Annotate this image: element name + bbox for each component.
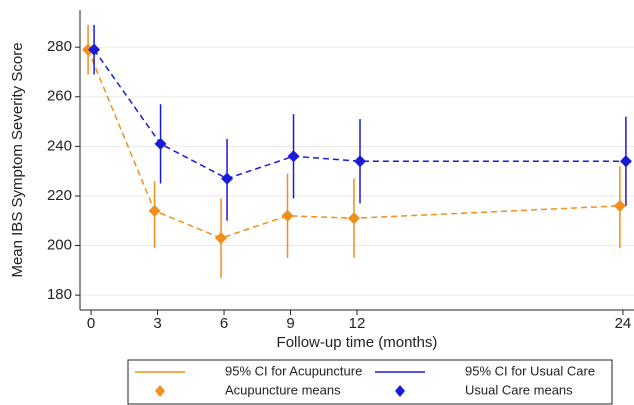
legend-label: Acupuncture means	[225, 382, 341, 397]
legend: 95% CI for Acupuncture Acupuncture means 9…	[127, 359, 613, 405]
mean-marker	[215, 232, 228, 245]
legend-box	[127, 359, 613, 405]
mean-marker	[154, 137, 167, 150]
legend-label: 95% CI for Usual Care	[465, 363, 595, 378]
y-tick-label: 200	[47, 237, 72, 254]
y-tick-label: 260	[47, 88, 72, 105]
x-tick-label: 9	[286, 315, 294, 332]
mean-line	[93, 49, 626, 180]
mean-marker	[354, 155, 366, 168]
legend-swatch	[155, 385, 165, 397]
mean-marker	[613, 199, 626, 212]
y-tick-label: 280	[47, 38, 72, 55]
legend-label: Usual Care means	[465, 382, 573, 397]
y-tick-label: 180	[47, 286, 72, 303]
mean-marker	[348, 212, 360, 225]
mean-marker	[281, 209, 294, 222]
x-tick-label: 6	[220, 315, 228, 332]
mean-marker	[148, 204, 161, 217]
x-tick-label: 3	[153, 315, 161, 332]
mean-marker	[88, 43, 101, 56]
mean-line	[87, 49, 620, 239]
legend-swatch	[395, 385, 405, 397]
mean-marker	[619, 155, 632, 168]
y-tick-label: 240	[47, 137, 72, 154]
legend-label: 95% CI for Acupuncture	[225, 363, 362, 378]
y-axis-label: Mean IBS Symptom Severity Score	[9, 42, 26, 277]
x-tick-label: 24	[615, 315, 632, 332]
mean-marker	[221, 172, 234, 185]
x-tick-label: 0	[87, 315, 95, 332]
x-tick-label: 12	[349, 315, 366, 332]
mean-marker	[287, 150, 300, 163]
y-tick-label: 220	[47, 187, 72, 204]
x-axis-label: Follow-up time (months)	[277, 334, 438, 351]
